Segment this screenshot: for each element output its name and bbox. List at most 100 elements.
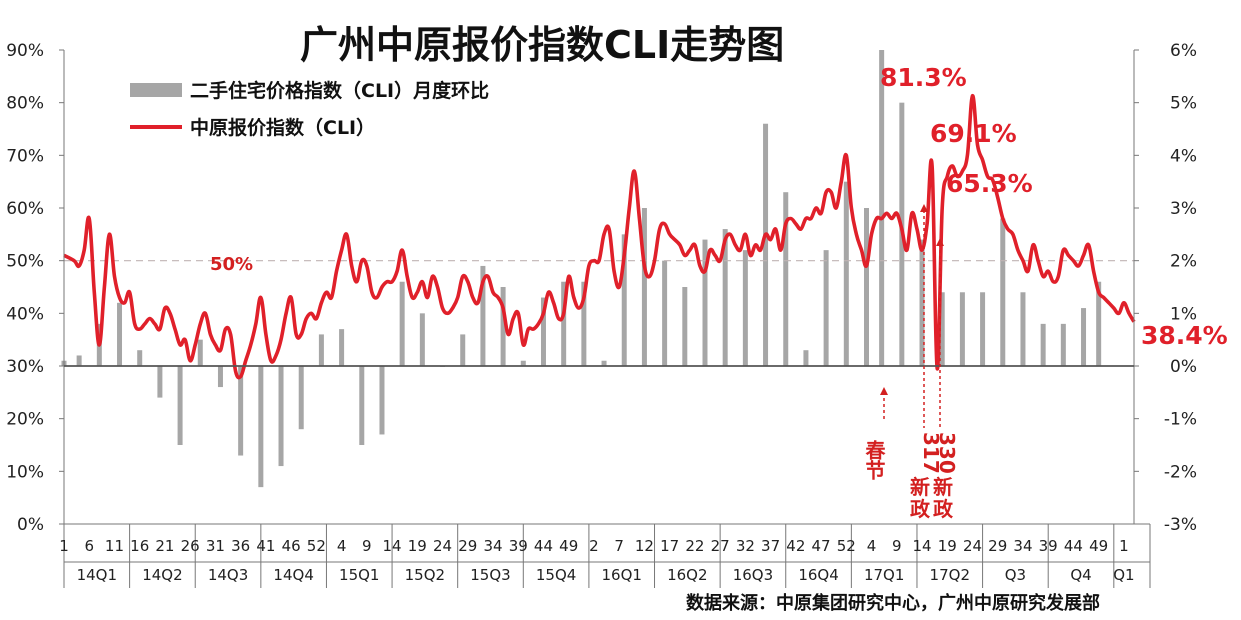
x-tick-label: 19 <box>938 537 957 555</box>
quarter-label: 15Q4 <box>536 566 576 584</box>
bar <box>318 334 324 366</box>
bar <box>177 366 183 445</box>
annotation-317-char1: 新 <box>910 475 930 499</box>
bar <box>278 366 284 467</box>
bar <box>399 281 405 366</box>
bar <box>919 239 925 366</box>
x-tick-label: 44 <box>534 537 553 555</box>
left-tick-label: 70% <box>6 146 44 166</box>
bar <box>641 208 647 366</box>
right-tick-label: 3% <box>1170 199 1197 219</box>
bar <box>379 366 385 435</box>
bar <box>939 292 945 366</box>
bar <box>823 250 829 366</box>
annotation-330-number: 330 <box>935 432 959 474</box>
legend: 二手住宅价格指数（CLI）月度环比 中原报价指数（CLI） <box>130 79 489 139</box>
arrow-up-icon <box>920 204 928 212</box>
bar-series <box>61 50 1102 488</box>
quarter-label: 14Q3 <box>208 566 248 584</box>
x-tick-label: 36 <box>231 537 250 555</box>
x-tick-label: 6 <box>84 537 94 555</box>
quarter-label: 16Q4 <box>798 566 838 584</box>
x-tick-label: 37 <box>761 537 780 555</box>
x-tick-label: 9 <box>362 537 372 555</box>
x-tick-label: 24 <box>433 537 452 555</box>
left-tick-label: 90% <box>6 41 44 61</box>
x-tick-label: 11 <box>105 537 124 555</box>
bar <box>238 366 244 456</box>
bar <box>460 334 466 366</box>
bar <box>561 281 567 366</box>
legend-bar-label: 二手住宅价格指数（CLI）月度环比 <box>190 79 489 102</box>
quarter-label: 17Q2 <box>930 566 970 584</box>
reference-label: 50% <box>210 254 253 275</box>
legend-line-label: 中原报价指数（CLI） <box>190 116 375 139</box>
bar <box>157 366 163 398</box>
right-tick-label: 6% <box>1170 41 1197 61</box>
bar <box>843 181 849 366</box>
right-tick-label: -1% <box>1164 410 1197 430</box>
x-tick-label: 4 <box>337 537 347 555</box>
quarter-label: 15Q3 <box>470 566 510 584</box>
bar <box>339 329 345 366</box>
x-tick-label: 52 <box>307 537 326 555</box>
bar <box>359 366 365 445</box>
bar <box>1020 292 1026 366</box>
bar <box>520 360 526 366</box>
quarter-label: 16Q1 <box>601 566 641 584</box>
annotation-peak-69: 69.1% <box>930 119 1017 148</box>
annotation-last-value: 38.4% <box>1141 321 1228 350</box>
quarter-label: Q1 <box>1113 566 1134 584</box>
bar <box>879 50 885 366</box>
right-tick-label: 2% <box>1170 252 1197 272</box>
axes <box>59 49 1151 588</box>
left-tick-label: 10% <box>6 462 44 482</box>
bar <box>662 260 668 366</box>
x-tick-label: 16 <box>130 537 149 555</box>
x-tick-label: 44 <box>1064 537 1083 555</box>
left-tick-label: 80% <box>6 94 44 114</box>
bar <box>783 192 789 366</box>
x-tick-label: 12 <box>635 537 654 555</box>
bar <box>540 297 546 366</box>
x-tick-label: 4 <box>867 537 877 555</box>
tick-labels: 0% 10% 20% 30% 40% 50% 60% 70% 80% 90% -3% -2% -1% 0%… <box>6 41 1197 584</box>
bar <box>197 339 203 366</box>
quarter-label: 16Q3 <box>733 566 773 584</box>
quarter-label: Q3 <box>1005 566 1026 584</box>
x-tick-label: 52 <box>837 537 856 555</box>
annotation-spring-festival: 春节 <box>862 439 886 480</box>
right-tick-label: 1% <box>1170 304 1197 324</box>
left-tick-label: 30% <box>6 357 44 377</box>
bar <box>117 302 123 366</box>
bar <box>76 355 82 366</box>
x-tick-label: 9 <box>892 537 902 555</box>
bar <box>1081 308 1087 366</box>
x-tick-label: 14 <box>383 537 402 555</box>
x-tick-label: 2 <box>589 537 599 555</box>
bar <box>621 234 627 366</box>
annotation-317-char2: 政 <box>910 497 931 521</box>
x-tick-label: 39 <box>509 537 528 555</box>
x-tick-label: 24 <box>963 537 982 555</box>
bar <box>601 360 607 366</box>
right-tick-label: 0% <box>1170 357 1197 377</box>
left-tick-label: 0% <box>17 515 44 535</box>
bar <box>803 350 809 366</box>
quarter-label: 16Q2 <box>667 566 707 584</box>
left-tick-label: 20% <box>6 410 44 430</box>
bar <box>682 287 688 366</box>
bar <box>258 366 264 488</box>
x-tick-label: 26 <box>181 537 200 555</box>
x-tick-label: 29 <box>458 537 477 555</box>
data-source: 数据来源：中原集团研究中心，广州中原研究发展部 <box>686 592 1100 614</box>
right-tick-label: 5% <box>1170 94 1197 114</box>
bar <box>864 208 869 366</box>
annotation-peak-81: 81.3% <box>880 63 967 92</box>
bar <box>419 313 425 366</box>
line-series <box>63 93 1136 380</box>
bar <box>500 287 506 366</box>
bar <box>763 123 769 366</box>
